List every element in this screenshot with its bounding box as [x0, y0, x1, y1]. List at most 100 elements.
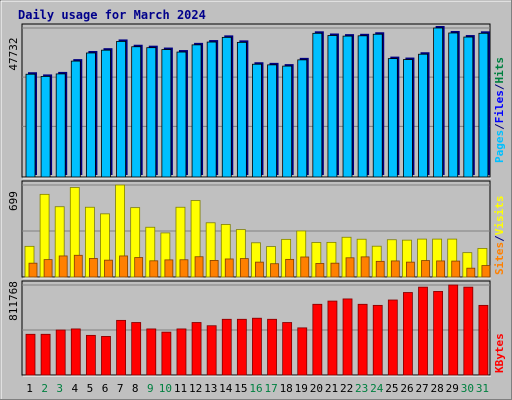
hits-bar-11 [176, 50, 188, 178]
hits-bar-28-face [433, 27, 444, 178]
hits-bar-16-face [252, 63, 262, 178]
hits-bar-8 [131, 44, 143, 178]
hits-bar-29 [448, 30, 460, 178]
kbytes-bar-23 [357, 303, 368, 376]
sites-bar-29 [451, 260, 461, 278]
day-label-31: 31 [476, 382, 489, 395]
hits-bar-13-face [206, 41, 217, 178]
kbytes-bar-24 [372, 304, 383, 376]
side-label-visits_sites: Sites/Visits [493, 196, 506, 276]
hits-bar-5 [85, 50, 98, 178]
y-max-label-kbytes: 811768 [7, 281, 20, 321]
sites-bar-2 [43, 259, 53, 278]
sites-bar-31 [481, 265, 491, 278]
hits-bar-23 [357, 33, 370, 178]
hits-bar-2 [40, 74, 53, 178]
hits-bar-30-face [463, 36, 474, 178]
day-label-11: 11 [174, 382, 187, 395]
sites-bar-24 [375, 260, 385, 278]
hits-bar-14-face [221, 36, 232, 178]
kbytes-bar-21 [327, 300, 338, 376]
hits-bar-1-face [25, 73, 36, 178]
bars [24, 26, 491, 376]
sites-bar-12 [194, 256, 204, 278]
side-label-part: Sites [493, 242, 506, 275]
day-label-16: 16 [249, 382, 262, 395]
sites-bar-16 [255, 261, 264, 278]
sites-bar-14 [224, 258, 234, 278]
day-label-9: 9 [147, 382, 154, 395]
hits-bar-9 [146, 45, 158, 178]
kbytes-bar-4 [70, 328, 81, 376]
kbytes-bar-19 [297, 327, 308, 376]
day-label-27: 27 [415, 382, 428, 395]
hits-bar-28 [433, 26, 445, 178]
day-label-8: 8 [132, 382, 139, 395]
sites-bar-27 [421, 260, 430, 278]
sites-bar-10 [164, 259, 174, 278]
sites-bar-5 [88, 258, 98, 278]
sites-bar-6 [104, 259, 113, 278]
kbytes-bar-25 [387, 299, 398, 376]
kbytes-bar-7 [116, 319, 126, 376]
kbytes-bar-30 [463, 286, 474, 376]
side-label-part: / [493, 83, 506, 90]
day-label-18: 18 [280, 382, 293, 395]
day-label-20: 20 [310, 382, 323, 395]
sites-bar-11 [179, 259, 189, 278]
kbytes-bar-28 [433, 291, 444, 376]
chart-title: Daily usage for March 2024 [18, 8, 206, 22]
kbytes-bar-20 [312, 303, 323, 376]
side-label-part: Visits [493, 196, 506, 236]
kbytes-bar-6 [101, 336, 111, 376]
kbytes-bar-8 [131, 322, 142, 376]
x-day-labels: 1 2 3 4 5 6 7 8 9 10 11 12 13 14 15 16 17 18 19 20 21 22 23 24 2… [26, 382, 489, 395]
hits-bar-8-face [131, 46, 142, 178]
hits-bar-12 [191, 42, 204, 178]
day-label-19: 19 [295, 382, 308, 395]
hits-bar-31-face [478, 32, 489, 178]
side-label-kbytes: KBytes [493, 333, 506, 373]
kbytes-bar-26 [403, 292, 413, 376]
hits-bar-2-face [40, 76, 51, 178]
day-label-4: 4 [72, 382, 79, 395]
sites-bar-20 [315, 263, 325, 278]
sites-bar-25 [390, 260, 400, 278]
side-label-part: / [493, 123, 506, 130]
hits-bar-19 [297, 57, 309, 178]
hits-bar-25-face [387, 58, 398, 178]
hits-bar-13 [206, 40, 219, 178]
sites-bar-30 [466, 267, 476, 278]
hits-bar-1 [25, 72, 37, 178]
hits-bar-10 [161, 47, 173, 178]
hits-bar-29-face [448, 32, 459, 178]
kbytes-bar-31 [478, 304, 489, 376]
hits-bar-27 [418, 52, 430, 178]
hits-bar-3 [55, 71, 68, 178]
hits-bar-24-face [372, 33, 383, 178]
hits-bar-7 [116, 39, 128, 178]
hits-bar-22 [342, 34, 355, 178]
day-label-7: 7 [117, 382, 124, 395]
kbytes-bar-27 [418, 286, 428, 376]
hits-bar-9-face [146, 47, 157, 178]
kbytes-bar-16 [252, 317, 262, 376]
sites-bar-26 [406, 261, 415, 278]
side-label-part: Pages [493, 130, 506, 163]
sites-bar-9 [149, 260, 159, 278]
hits-bar-31 [478, 31, 490, 178]
hits-bar-19-face [297, 59, 308, 178]
kbytes-bar-5 [85, 334, 96, 376]
kbytes-bar-15 [236, 318, 247, 376]
hits-bar-4 [70, 59, 83, 178]
kbytes-bar-2 [40, 333, 51, 376]
y-max-label-pages_files_hits: 47732 [7, 37, 20, 70]
sites-bar-4 [73, 254, 83, 278]
side-label-part: / [493, 235, 506, 242]
sites-bar-21 [330, 262, 340, 278]
hits-bar-22-face [342, 35, 353, 178]
sites-bar-3 [58, 255, 68, 278]
hits-bar-6-face [101, 49, 111, 178]
hits-bar-14 [221, 35, 234, 178]
hits-bar-26-face [403, 59, 413, 178]
